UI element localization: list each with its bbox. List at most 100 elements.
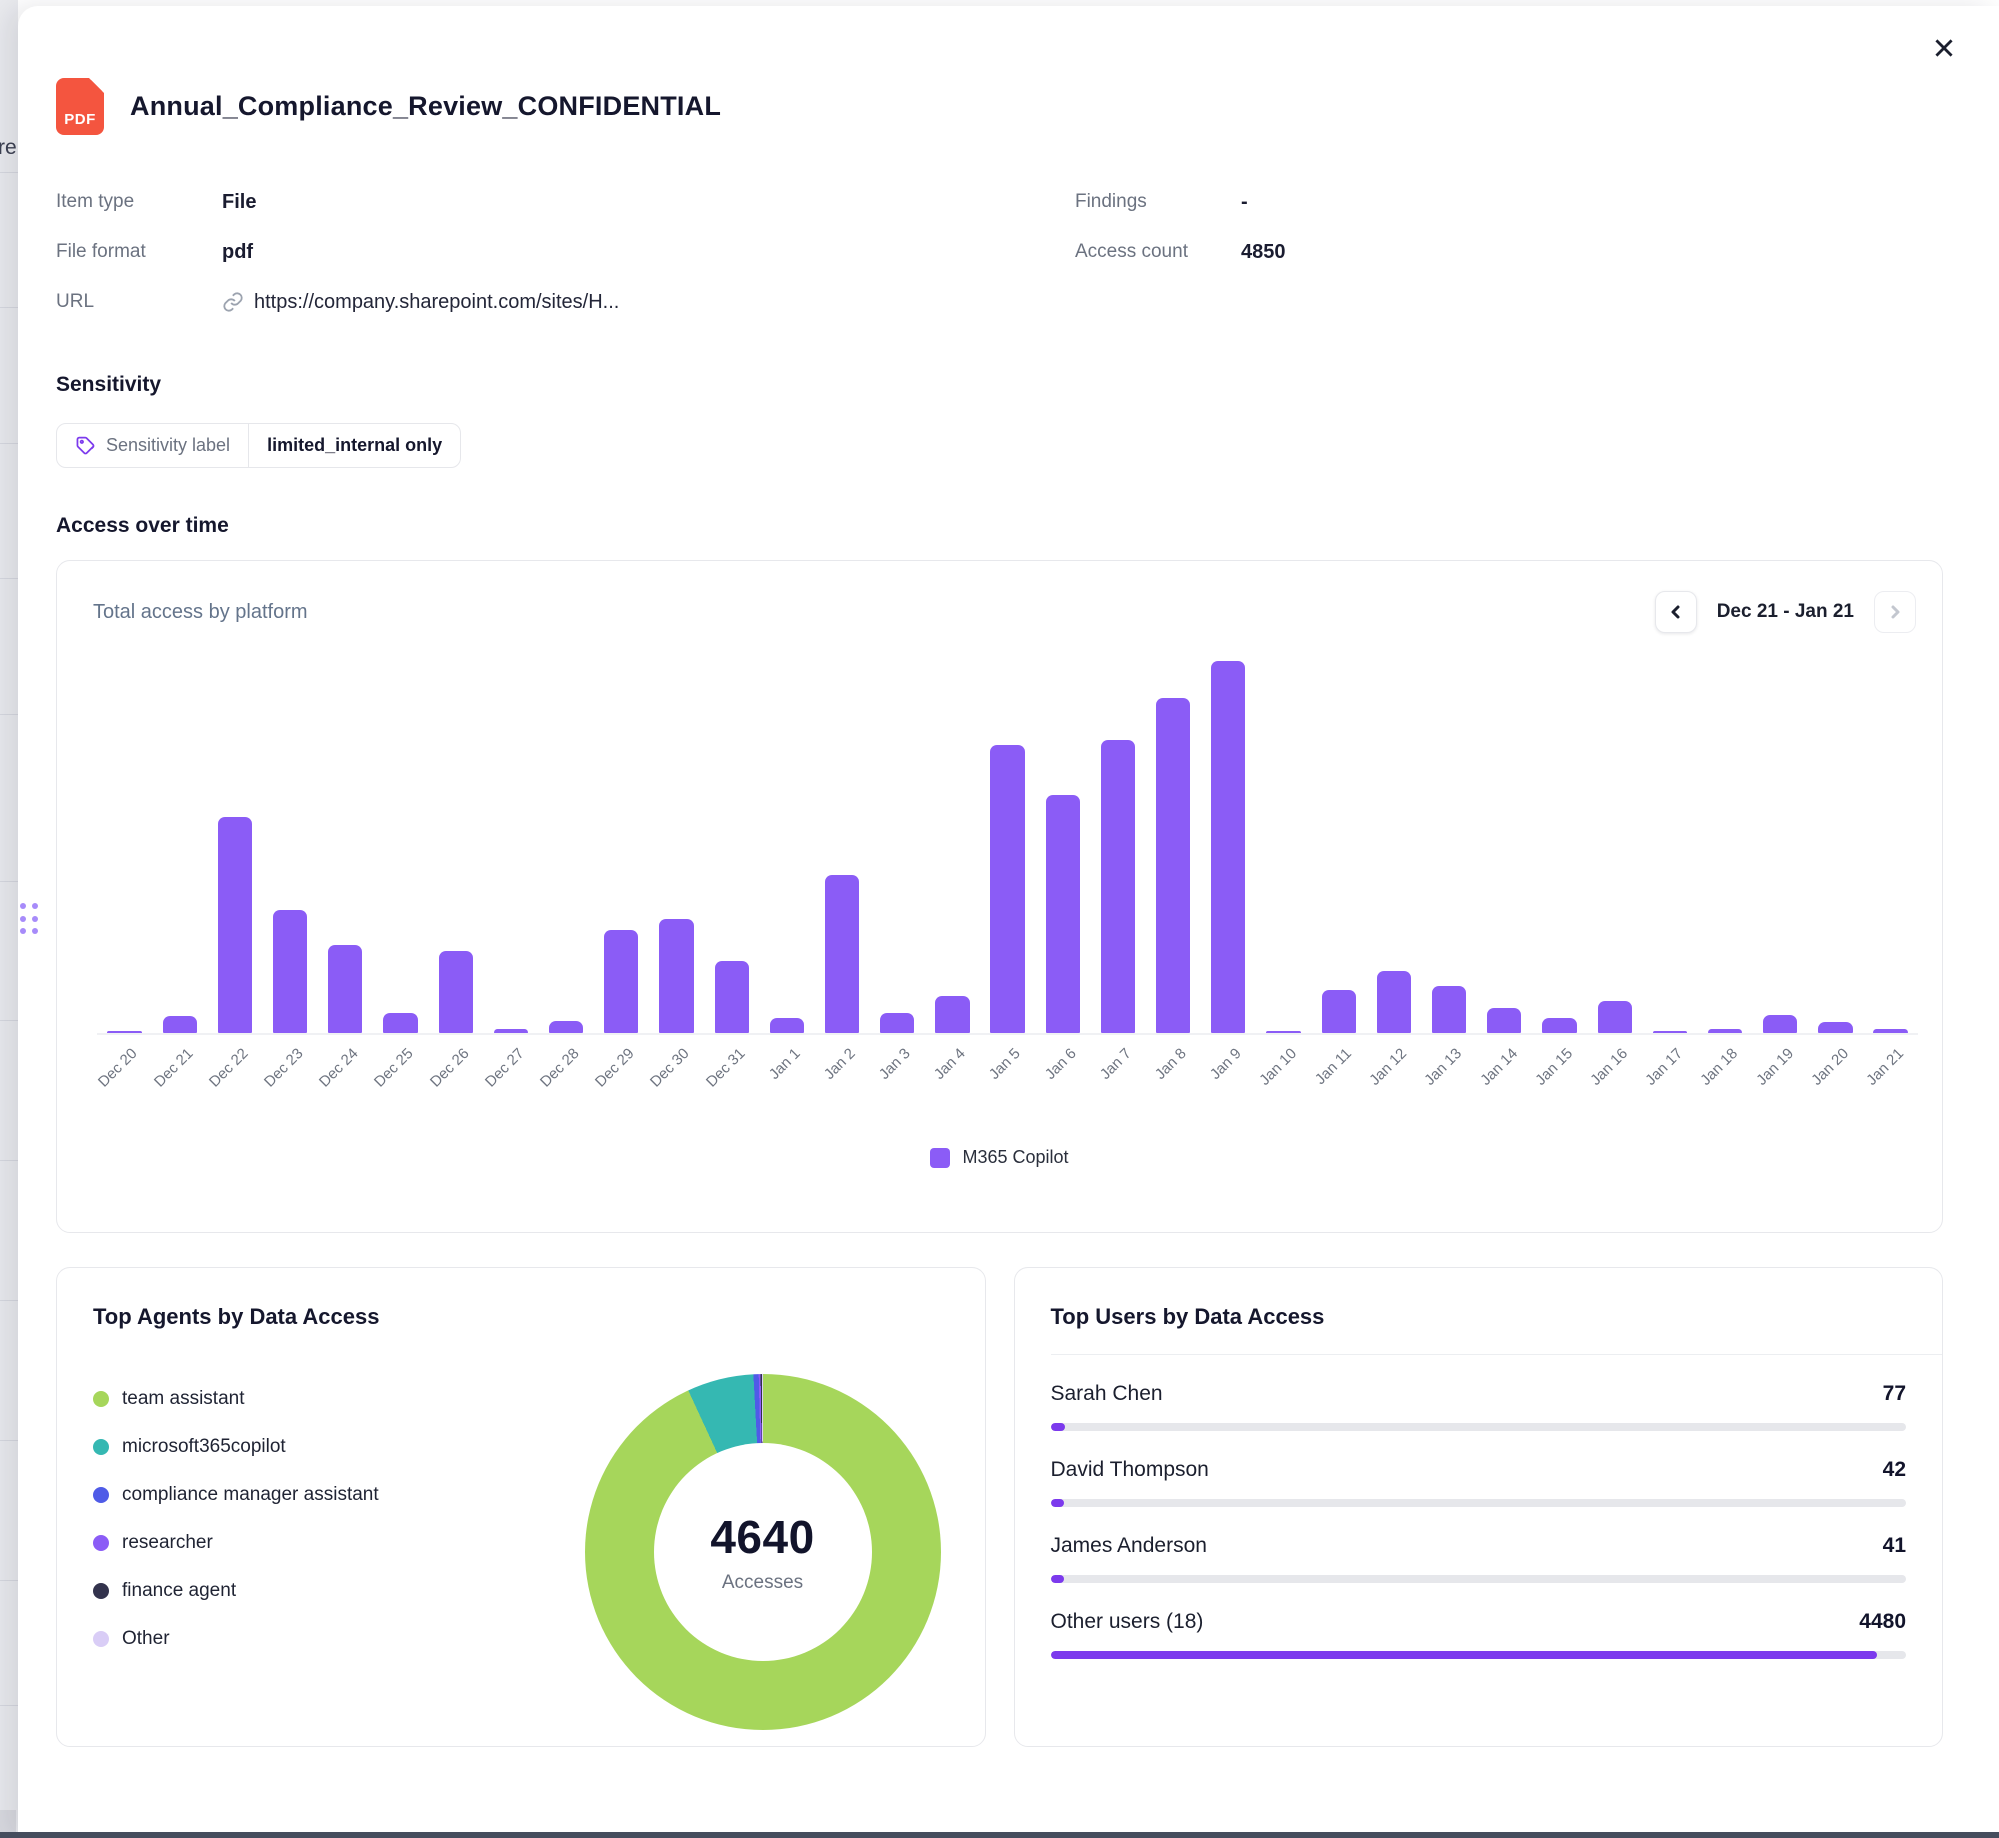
user-progress-fill (1050, 1423, 1065, 1431)
url-text[interactable]: https://company.sharepoint.com/sites/H..… (254, 290, 620, 313)
findings-value: - (1240, 190, 1248, 213)
x-axis-label: Dec 29 (592, 1045, 638, 1091)
bar[interactable] (604, 929, 639, 1033)
bar[interactable] (1266, 1030, 1301, 1033)
url-label: URL (56, 291, 95, 312)
bar[interactable] (1818, 1021, 1853, 1033)
x-axis-label: Jan 10 (1256, 1045, 1300, 1089)
bar[interactable] (1211, 661, 1246, 1033)
bar-slot: Jan 9 (1201, 661, 1256, 1083)
bar[interactable] (383, 1012, 418, 1033)
user-row: Sarah Chen 77 (1050, 1382, 1906, 1431)
bar[interactable] (1542, 1017, 1577, 1033)
file-format-value: pdf (222, 240, 254, 263)
previous-range-button[interactable] (1654, 591, 1697, 633)
bar[interactable] (769, 1018, 804, 1033)
bar[interactable] (328, 945, 363, 1033)
bar[interactable] (1597, 1001, 1632, 1033)
x-axis-label: Jan 14 (1476, 1045, 1521, 1089)
bar[interactable] (659, 919, 694, 1033)
bar[interactable] (162, 1016, 197, 1033)
bar-slot: Dec 24 (316, 661, 373, 1091)
bar[interactable] (824, 875, 860, 1033)
x-axis-label: Dec 30 (647, 1045, 693, 1091)
bar[interactable] (880, 1013, 915, 1033)
item-type-value: File (222, 190, 257, 213)
bottom-edge-strip (0, 1832, 1999, 1838)
agent-legend-item: team assistant (93, 1388, 585, 1410)
bar[interactable] (1045, 795, 1080, 1033)
bar[interactable] (1487, 1007, 1522, 1033)
file-format-label: File format (56, 241, 146, 262)
user-access-count: 77 (1882, 1382, 1906, 1405)
x-axis-label: Dec 27 (481, 1045, 528, 1091)
bar[interactable] (1321, 990, 1356, 1033)
bar[interactable] (548, 1021, 584, 1033)
x-axis-label: Jan 19 (1752, 1045, 1797, 1089)
x-axis-label: Jan 9 (1206, 1045, 1245, 1083)
bar[interactable] (1763, 1015, 1798, 1033)
bar[interactable] (493, 1029, 528, 1033)
bar-slot: Dec 29 (592, 661, 649, 1091)
bar[interactable] (217, 816, 253, 1033)
drag-handle[interactable] (20, 903, 42, 939)
pdf-badge: PDF (64, 111, 96, 128)
x-axis-label: Dec 24 (316, 1045, 362, 1091)
agent-legend-item: researcher (93, 1532, 585, 1554)
x-axis-label: Jan 8 (1151, 1045, 1190, 1083)
bar[interactable] (990, 744, 1025, 1033)
x-axis-label: Jan 2 (820, 1045, 859, 1083)
bar-slot: Jan 13 (1422, 661, 1477, 1089)
users-title-divider (1050, 1354, 1942, 1355)
bar[interactable] (1873, 1028, 1908, 1033)
x-axis-label: Jan 11 (1312, 1045, 1356, 1089)
bar[interactable] (1100, 740, 1136, 1033)
chart-header: Total access by platform Dec 21 - Jan 21 (57, 561, 1942, 633)
tag-icon (76, 436, 95, 455)
user-row: James Anderson 41 (1050, 1534, 1906, 1583)
bar-slot: Jan 20 (1808, 661, 1863, 1089)
x-axis-label: Dec 21 (150, 1045, 197, 1091)
bar[interactable] (935, 995, 970, 1033)
x-axis-label: Jan 17 (1642, 1045, 1687, 1089)
agent-legend-item: Other (93, 1628, 585, 1650)
close-button[interactable] (1927, 32, 1961, 66)
bar[interactable] (273, 909, 308, 1033)
x-axis-label: Dec 25 (371, 1045, 417, 1091)
agent-legend-label: Other (122, 1628, 170, 1649)
bar[interactable] (107, 1031, 142, 1033)
url-value[interactable]: https://company.sharepoint.com/sites/H..… (222, 291, 619, 314)
x-axis-label: Dec 22 (205, 1045, 252, 1091)
bar-slot: Jan 21 (1863, 661, 1918, 1089)
x-axis-label: Jan 6 (1041, 1045, 1080, 1083)
user-name: David Thompson (1050, 1458, 1209, 1481)
x-axis-label: Dec 26 (426, 1045, 473, 1091)
top-users-card: Top Users by Data Access Sarah Chen 77 Dav… (1013, 1267, 1943, 1747)
user-progress-fill (1050, 1651, 1877, 1659)
next-range-button[interactable] (1874, 591, 1916, 633)
bar[interactable] (714, 960, 749, 1033)
bar-slot: Jan 2 (814, 661, 869, 1083)
x-axis-label: Jan 15 (1532, 1045, 1576, 1089)
user-name: James Anderson (1050, 1534, 1207, 1557)
access-over-time-chart-card: Total access by platform Dec 21 - Jan 21… (56, 560, 1943, 1233)
x-axis-label: Dec 31 (702, 1045, 749, 1091)
bar[interactable] (438, 950, 473, 1033)
bar[interactable] (1431, 985, 1467, 1033)
user-name: Other users (18) (1050, 1610, 1204, 1633)
agent-legend-item: compliance manager assistant (93, 1484, 585, 1506)
bar[interactable] (1376, 971, 1411, 1033)
x-axis-label: Dec 23 (260, 1045, 307, 1091)
bar[interactable] (1156, 697, 1191, 1033)
bar-slot: Dec 26 (427, 661, 483, 1091)
bar-slot: Jan 15 (1532, 661, 1587, 1089)
x-axis-label: Jan 7 (1096, 1045, 1135, 1083)
bar[interactable] (1652, 1030, 1687, 1033)
x-axis-label: Jan 4 (930, 1045, 969, 1083)
pdf-file-icon: PDF (56, 78, 104, 135)
user-progress-track (1050, 1499, 1906, 1507)
meta-row-access-count: Access count 4850 (1075, 227, 1943, 277)
bar[interactable] (1707, 1028, 1743, 1033)
bar-slot: Dec 27 (482, 661, 538, 1091)
